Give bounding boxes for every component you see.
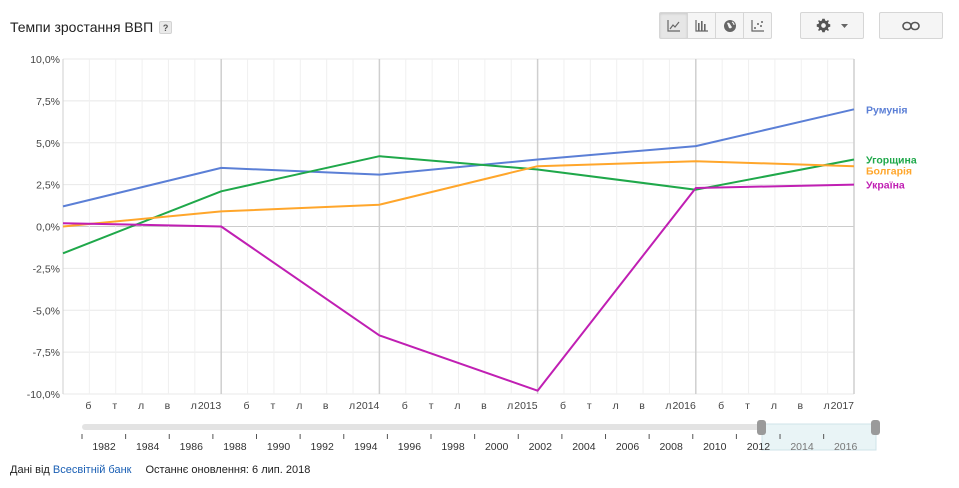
x-tick-label: л xyxy=(824,400,830,412)
range-year-label: 1990 xyxy=(267,441,291,453)
y-tick-label: 5,0% xyxy=(36,138,60,150)
line-chart-icon xyxy=(666,20,680,32)
range-year-label: 1988 xyxy=(223,441,247,453)
bar-chart-icon xyxy=(694,20,708,32)
y-tick-label: -5,0% xyxy=(33,305,60,317)
x-tick-label: 2015 xyxy=(514,400,538,412)
range-year-label: 2012 xyxy=(747,441,771,453)
range-year-label: 2002 xyxy=(529,441,553,453)
range-year-label: 1986 xyxy=(180,441,204,453)
range-year-label: 1998 xyxy=(441,441,465,453)
x-tick-label: в xyxy=(323,400,329,412)
range-year-label: 1992 xyxy=(310,441,334,453)
x-tick-label: б xyxy=(244,400,250,412)
x-tick-label: б xyxy=(402,400,408,412)
line-chart[interactable]: 10,0% 7,5% 5,0% 2,5% 0,0% -2,5% -5,0% -7,5% -10,… xyxy=(0,48,959,418)
x-tick-label: т xyxy=(112,400,117,412)
caret-down-icon xyxy=(841,23,848,28)
link-icon xyxy=(902,21,920,30)
range-year-label: 1994 xyxy=(354,441,378,453)
range-year-label: 2000 xyxy=(485,441,509,453)
series-line xyxy=(62,155,855,255)
scatter-chart-icon xyxy=(750,20,764,32)
time-range-selector[interactable]: 1982 1984 1986 1988 1990 1992 1994 1996 1998 2000… xyxy=(0,418,959,454)
x-tick-label: л xyxy=(665,400,671,412)
x-tick-label: л xyxy=(771,400,777,412)
y-tick-label: -2,5% xyxy=(33,263,60,275)
settings-button[interactable] xyxy=(800,12,864,39)
share-link-button[interactable] xyxy=(879,12,943,39)
y-tick-label: 2,5% xyxy=(36,180,60,192)
help-icon[interactable]: ? xyxy=(159,20,173,34)
range-track xyxy=(82,424,876,430)
x-tick-label: л xyxy=(613,400,619,412)
x-tick-label: б xyxy=(560,400,566,412)
chart-type-toolbar xyxy=(659,12,772,39)
series-line xyxy=(62,160,855,228)
y-tick-label: -7,5% xyxy=(33,347,60,359)
scatter-chart-button[interactable] xyxy=(743,12,772,39)
range-year-label: 2016 xyxy=(834,441,858,453)
gear-icon xyxy=(816,18,831,33)
x-tick-label: л xyxy=(454,400,460,412)
range-handle-right[interactable] xyxy=(871,420,880,435)
range-slider[interactable]: 1982 1984 1986 1988 1990 1992 1994 1996 1998 2000… xyxy=(0,418,959,454)
x-tick-label: 2014 xyxy=(356,400,380,412)
x-tick-label: 2016 xyxy=(672,400,696,412)
chart-area[interactable]: 10,0% 7,5% 5,0% 2,5% 0,0% -2,5% -5,0% -7,5% -10,… xyxy=(0,48,959,418)
legend-label: Болгарія xyxy=(866,166,912,178)
chart-title-text: Темпи зростання ВВП xyxy=(10,19,154,35)
range-handle-left[interactable] xyxy=(757,420,766,435)
source-link[interactable]: Всесвітній банк xyxy=(52,464,132,476)
x-tick-label: в xyxy=(639,400,645,412)
x-tick-label: л xyxy=(138,400,144,412)
x-tick-label: 2017 xyxy=(831,400,855,412)
x-tick-label: б xyxy=(718,400,724,412)
bar-chart-button[interactable] xyxy=(687,12,716,39)
x-tick-label: в xyxy=(165,400,171,412)
x-tick-label: в xyxy=(797,400,803,412)
legend-label: Румунія xyxy=(866,104,908,116)
x-tick-label: т xyxy=(271,400,276,412)
range-year-label: 1996 xyxy=(398,441,422,453)
range-year-label: 2010 xyxy=(703,441,727,453)
series-line xyxy=(62,108,855,208)
legend-label: Угорщина xyxy=(866,155,917,167)
range-selection[interactable] xyxy=(761,423,877,451)
series-line xyxy=(62,183,855,392)
x-tick-label: т xyxy=(429,400,434,412)
source-attribution: Дані від Всесвітній банк xyxy=(10,464,131,476)
x-tick-label: б xyxy=(85,400,91,412)
y-tick-label: 10,0% xyxy=(30,54,60,66)
x-tick-label: т xyxy=(587,400,592,412)
range-year-label: 2006 xyxy=(616,441,640,453)
range-year-label: 1982 xyxy=(92,441,116,453)
x-tick-label: в xyxy=(481,400,487,412)
y-tick-label: 7,5% xyxy=(36,96,60,108)
y-tick-label: -10,0% xyxy=(27,389,60,401)
y-tick-label: 0,0% xyxy=(36,222,60,234)
x-tick-label: т xyxy=(745,400,750,412)
range-year-label: 2014 xyxy=(790,441,814,453)
last-updated: Останнє оновлення: 6 лип. 2018 xyxy=(145,464,311,476)
chart-title: Темпи зростання ВВП ? xyxy=(10,19,173,35)
chart-footer: Дані від Всесвітній банк Останнє оновлен… xyxy=(10,464,310,476)
x-tick-label: л xyxy=(507,400,513,412)
x-tick-label: л xyxy=(191,400,197,412)
map-button[interactable] xyxy=(715,12,744,39)
x-tick-label: 2013 xyxy=(198,400,222,412)
range-year-label: 2008 xyxy=(659,441,683,453)
x-tick-label: л xyxy=(296,400,302,412)
source-prefix: Дані від xyxy=(10,464,50,476)
range-year-label: 1984 xyxy=(136,441,160,453)
x-tick-label: л xyxy=(349,400,355,412)
globe-map-icon xyxy=(723,19,736,32)
range-year-label: 2004 xyxy=(572,441,596,453)
legend-label: Україна xyxy=(866,180,905,192)
line-chart-button[interactable] xyxy=(659,12,688,39)
